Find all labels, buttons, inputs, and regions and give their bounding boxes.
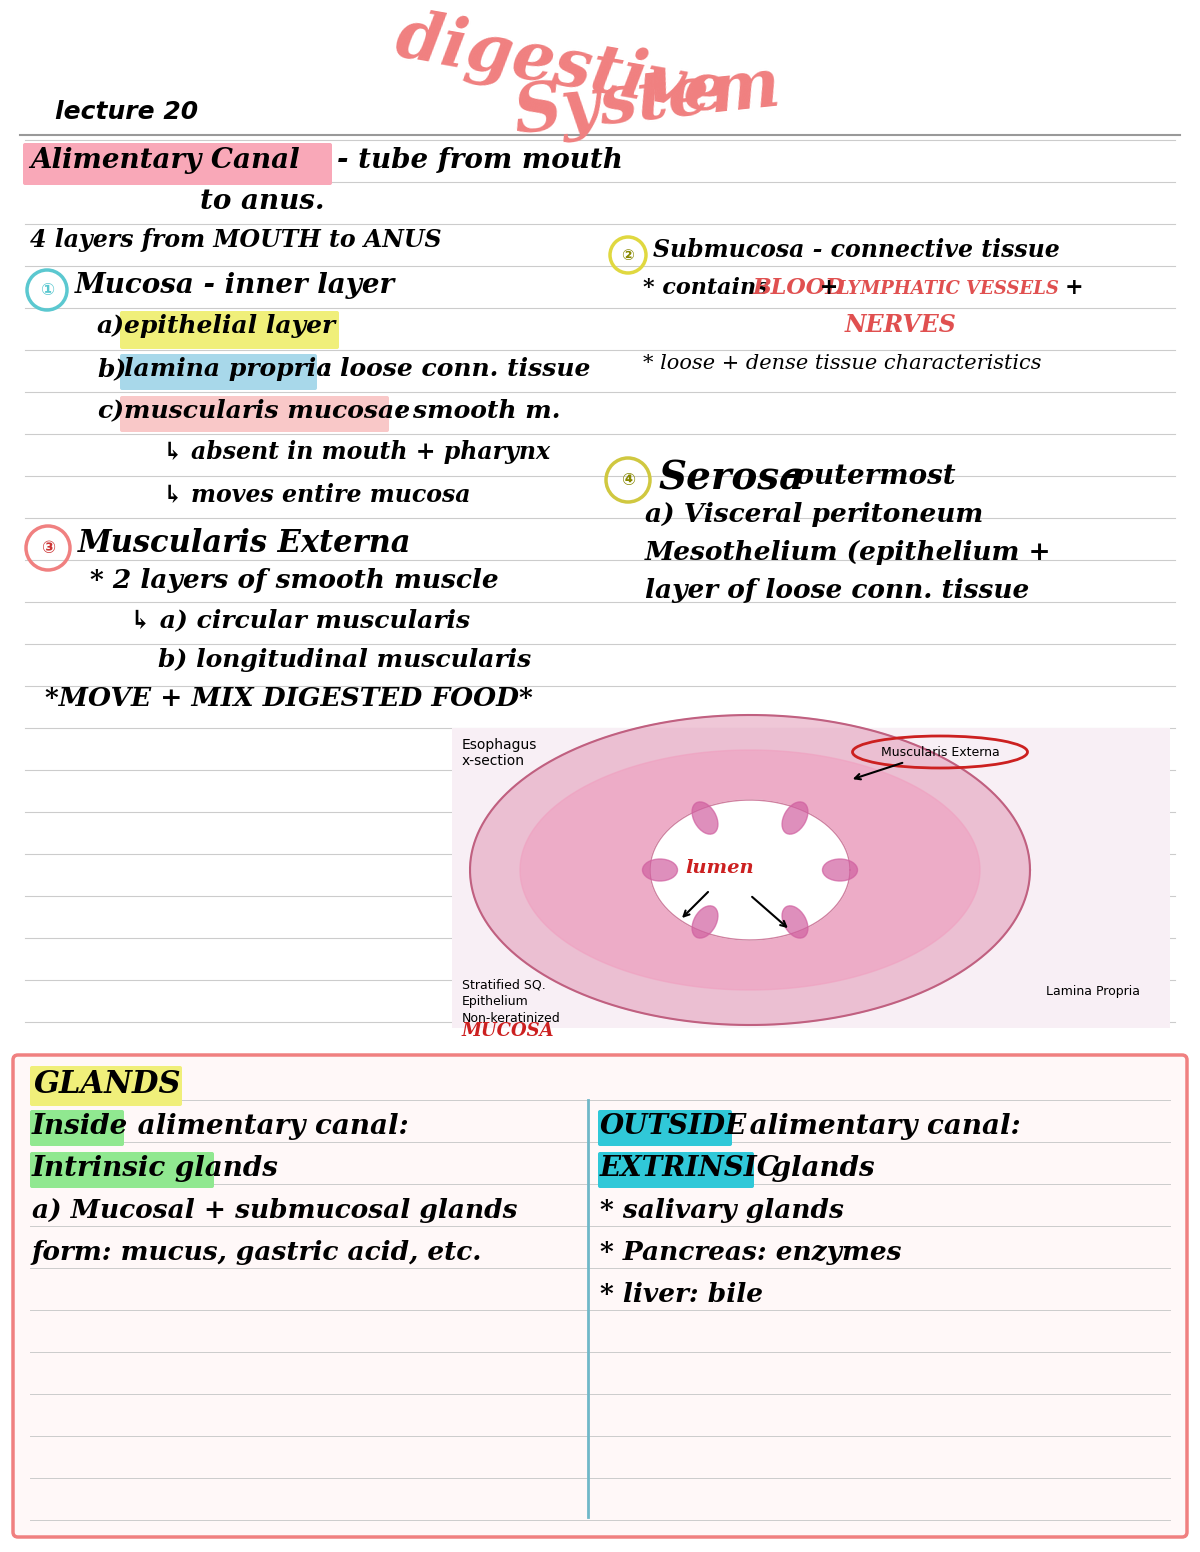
Ellipse shape xyxy=(692,802,718,833)
Text: alimentary canal:: alimentary canal: xyxy=(128,1113,409,1141)
Text: b): b) xyxy=(97,357,126,380)
Text: * contains: * contains xyxy=(643,276,776,300)
Polygon shape xyxy=(470,715,1030,1024)
Text: b) longitudinal muscularis: b) longitudinal muscularis xyxy=(158,649,532,672)
Text: Esophagus
x-section: Esophagus x-section xyxy=(462,739,538,768)
Text: Inside: Inside xyxy=(32,1113,128,1141)
Text: Mucosa - inner layer: Mucosa - inner layer xyxy=(74,272,395,300)
Text: Lamina Propria: Lamina Propria xyxy=(1046,986,1140,998)
Text: muscularis mucosae: muscularis mucosae xyxy=(124,399,410,424)
Text: Alimentary Canal: Alimentary Canal xyxy=(30,147,300,174)
Text: * Pancreas: enzymes: * Pancreas: enzymes xyxy=(600,1240,901,1265)
FancyBboxPatch shape xyxy=(23,143,332,185)
Text: c): c) xyxy=(97,399,124,424)
FancyBboxPatch shape xyxy=(120,354,317,390)
Text: 4 layers from MOUTH to ANUS: 4 layers from MOUTH to ANUS xyxy=(30,228,442,251)
Text: OUTSIDE: OUTSIDE xyxy=(600,1113,748,1141)
Text: ③: ③ xyxy=(41,539,55,557)
Text: NERVES: NERVES xyxy=(845,314,956,337)
Ellipse shape xyxy=(642,858,678,882)
Text: digestive: digestive xyxy=(390,5,732,129)
Text: +: + xyxy=(812,276,846,300)
Text: epithelial layer: epithelial layer xyxy=(124,314,335,338)
Ellipse shape xyxy=(692,906,718,937)
Text: ①: ① xyxy=(40,281,54,300)
Text: alimentary canal:: alimentary canal: xyxy=(740,1113,1021,1141)
FancyBboxPatch shape xyxy=(598,1152,754,1187)
Text: LYMPHATIC VESSELS: LYMPHATIC VESSELS xyxy=(836,279,1058,298)
FancyBboxPatch shape xyxy=(30,1066,182,1107)
Text: System: System xyxy=(510,54,784,147)
Text: form: mucus, gastric acid, etc.: form: mucus, gastric acid, etc. xyxy=(32,1240,482,1265)
Text: ↳ moves entire mucosa: ↳ moves entire mucosa xyxy=(163,483,470,506)
FancyBboxPatch shape xyxy=(30,1110,124,1145)
Text: Muscularis Externa: Muscularis Externa xyxy=(881,745,1000,759)
Text: lamina propria: lamina propria xyxy=(124,357,332,380)
Text: Stratified SQ.
Epithelium
Non-keratinized: Stratified SQ. Epithelium Non-keratinize… xyxy=(462,978,560,1024)
Ellipse shape xyxy=(782,802,808,833)
Text: - tube from mouth: - tube from mouth xyxy=(337,147,623,174)
Text: +: + xyxy=(1066,276,1084,300)
Ellipse shape xyxy=(782,906,808,937)
Ellipse shape xyxy=(822,858,858,882)
Text: a) Mucosal + submucosal glands: a) Mucosal + submucosal glands xyxy=(32,1198,517,1223)
Text: a): a) xyxy=(97,314,125,338)
Text: lumen: lumen xyxy=(685,858,755,877)
Text: MUCOSA: MUCOSA xyxy=(462,1023,554,1040)
Polygon shape xyxy=(520,750,980,990)
Text: layer of loose conn. tissue: layer of loose conn. tissue xyxy=(646,577,1030,604)
Text: : smooth m.: : smooth m. xyxy=(395,399,560,424)
FancyBboxPatch shape xyxy=(598,1110,732,1145)
Text: Intrinsic glands: Intrinsic glands xyxy=(32,1155,278,1183)
Text: Serosa: Serosa xyxy=(658,459,804,498)
Polygon shape xyxy=(650,799,850,941)
FancyBboxPatch shape xyxy=(452,728,1170,1027)
FancyBboxPatch shape xyxy=(120,396,389,431)
Text: GLANDS: GLANDS xyxy=(34,1069,181,1100)
Text: Mesothelium (epithelium +: Mesothelium (epithelium + xyxy=(646,540,1051,565)
Text: glands: glands xyxy=(762,1155,875,1183)
Text: ④: ④ xyxy=(620,470,635,489)
Text: Muscularis Externa: Muscularis Externa xyxy=(78,528,412,559)
Text: to anus.: to anus. xyxy=(200,188,324,216)
FancyBboxPatch shape xyxy=(30,1152,214,1187)
Text: BLOOD: BLOOD xyxy=(754,276,845,300)
Text: ↳ a) circular muscularis: ↳ a) circular muscularis xyxy=(130,608,470,632)
Text: : loose conn. tissue: : loose conn. tissue xyxy=(322,357,590,380)
Text: ②: ② xyxy=(622,247,635,262)
Text: *MOVE + MIX DIGESTED FOOD*: *MOVE + MIX DIGESTED FOOD* xyxy=(46,686,533,711)
Text: Submucosa - connective tissue: Submucosa - connective tissue xyxy=(653,237,1060,262)
Text: * loose + dense tissue characteristics: * loose + dense tissue characteristics xyxy=(643,354,1042,372)
Text: ↳ absent in mouth + pharynx: ↳ absent in mouth + pharynx xyxy=(163,441,550,464)
FancyBboxPatch shape xyxy=(13,1055,1187,1536)
Text: EXTRINSIC: EXTRINSIC xyxy=(600,1155,780,1183)
FancyBboxPatch shape xyxy=(120,310,338,349)
Text: a) Visceral peritoneum: a) Visceral peritoneum xyxy=(646,501,983,528)
Text: * liver: bile: * liver: bile xyxy=(600,1282,763,1307)
Text: * salivary glands: * salivary glands xyxy=(600,1198,844,1223)
Text: lecture 20: lecture 20 xyxy=(55,99,198,124)
Text: -outermost: -outermost xyxy=(785,462,956,490)
Text: * 2 layers of smooth muscle: * 2 layers of smooth muscle xyxy=(90,568,499,593)
